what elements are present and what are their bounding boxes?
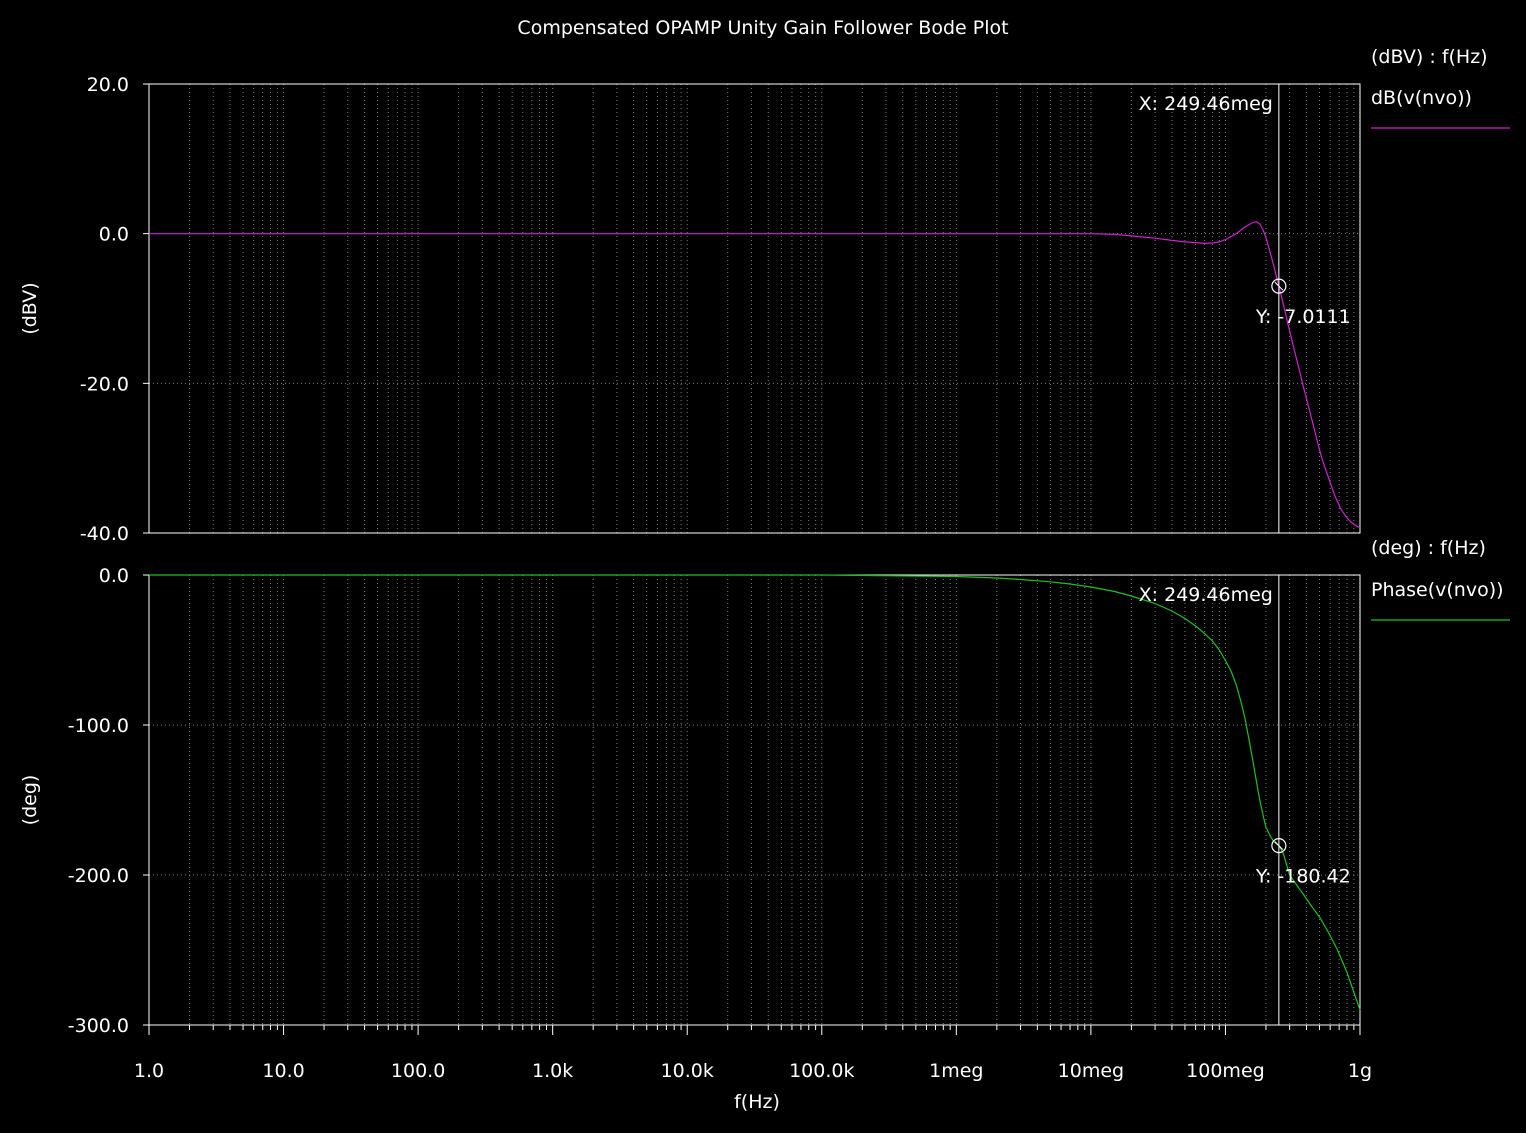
y-tick-label-magnitude: -40.0 <box>80 523 129 545</box>
chart-title: Compensated OPAMP Unity Gain Follower Bo… <box>517 17 1008 39</box>
cursor-marker-cross-magnitude <box>1274 281 1284 291</box>
x-tick-label: 10meg <box>1058 1060 1124 1082</box>
series-line-phase <box>149 574 1361 1011</box>
cursor-y-label-magnitude: Y: -7.0111 <box>1255 306 1351 328</box>
x-tick-label: 10.0 <box>262 1060 304 1082</box>
legend-header-phase: (deg) : f(Hz) <box>1371 537 1486 559</box>
cursor-marker-phase <box>1271 838 1287 854</box>
y-tick-label-phase: 0.0 <box>99 565 129 587</box>
x-tick-label: 1.0k <box>532 1060 573 1082</box>
cursor-x-label-phase: X: 249.46meg <box>1139 584 1273 606</box>
y-tick-label-magnitude: -20.0 <box>80 373 129 395</box>
cursor-marker-magnitude <box>1271 278 1287 294</box>
y-tick-label-magnitude: 0.0 <box>99 224 129 246</box>
x-tick-label: 1meg <box>929 1060 983 1082</box>
x-tick-label: 100.0 <box>391 1060 445 1082</box>
y-tick-label-phase: -300.0 <box>68 1015 129 1037</box>
x-tick-label: 100meg <box>1186 1060 1265 1082</box>
y-tick-label-phase: -100.0 <box>68 715 129 737</box>
x-tick-label: 1g <box>1348 1060 1372 1082</box>
x-tick-label: 1.0 <box>134 1060 164 1082</box>
y-tick-label-magnitude: 20.0 <box>87 74 129 96</box>
legend-entry-phase: Phase(v(nvo)) <box>1371 579 1504 601</box>
x-tick-label: 10.0k <box>661 1060 714 1082</box>
plot-frame-phase <box>148 574 1361 1026</box>
legend-entry-magnitude: dB(v(nvo)) <box>1371 87 1472 109</box>
cursor-y-label-phase: Y: -180.42 <box>1255 866 1351 888</box>
y-axis-label-phase: (deg) <box>19 775 41 826</box>
series-line-magnitude <box>149 221 1361 529</box>
y-tick-label-phase: -200.0 <box>68 865 129 887</box>
x-axis-label: f(Hz) <box>734 1091 780 1113</box>
x-tick-label: 100.0k <box>789 1060 854 1082</box>
cursor-x-label-magnitude: X: 249.46meg <box>1139 93 1273 115</box>
legend-header-magnitude: (dBV) : f(Hz) <box>1371 46 1488 68</box>
plot-frame-magnitude <box>148 83 1361 534</box>
cursor-marker-cross-phase <box>1274 841 1284 850</box>
y-axis-label-magnitude: (dBV) <box>19 282 41 334</box>
